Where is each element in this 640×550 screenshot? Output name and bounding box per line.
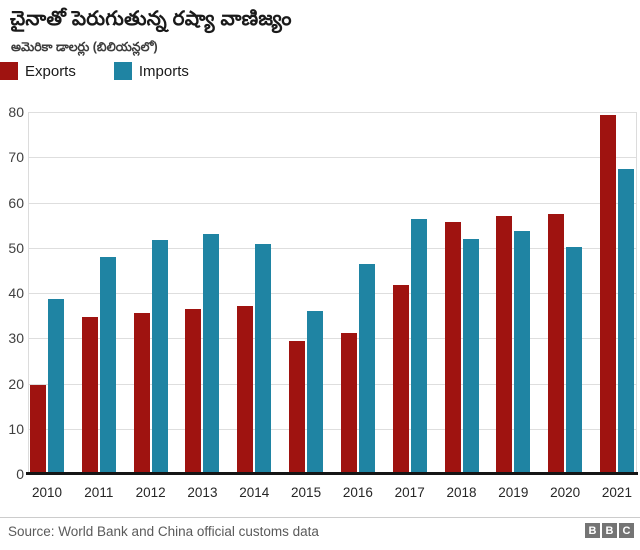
x-tick-label-2012: 2012 bbox=[135, 485, 166, 500]
bar-imports-2010 bbox=[48, 298, 64, 474]
bar-group-2017: 2017 bbox=[392, 219, 427, 500]
bar-exports-2011 bbox=[81, 317, 98, 474]
bbc-logo-letter: C bbox=[619, 523, 634, 538]
gridline-70 bbox=[29, 157, 636, 159]
legend-label-imports: Imports bbox=[138, 62, 189, 80]
bar-imports-2017 bbox=[410, 219, 427, 474]
gridline-50 bbox=[29, 247, 636, 249]
gridline-40 bbox=[29, 293, 636, 294]
bar-imports-2018 bbox=[462, 238, 479, 474]
bar-exports-2017 bbox=[392, 284, 409, 474]
bar-group-2013: 2013 bbox=[185, 234, 220, 500]
y-axis: 0 10 20 30 40 50 60 70 80 bbox=[0, 0, 24, 550]
gridline-10 bbox=[29, 428, 636, 430]
x-tick-label-2010: 2010 bbox=[31, 485, 63, 500]
bar-imports-2019 bbox=[514, 230, 531, 474]
x-axis-baseline bbox=[26, 472, 638, 475]
x-tick-label-2014: 2014 bbox=[239, 485, 270, 500]
bar-group-2011: 2011 bbox=[81, 257, 116, 500]
y-tick-label-30: 30 bbox=[8, 330, 24, 347]
y-tick-label-40: 40 bbox=[8, 285, 24, 301]
x-tick-label-2020: 2020 bbox=[550, 485, 581, 500]
bar-exports-2016 bbox=[340, 332, 357, 474]
legend-label-exports: Exports bbox=[25, 62, 76, 80]
bar-group-2012: 2012 bbox=[133, 240, 168, 500]
bar-imports-2021 bbox=[617, 168, 634, 474]
y-tick-label-0: 0 bbox=[16, 466, 24, 482]
x-tick-label-2013: 2013 bbox=[187, 485, 218, 500]
bar-exports-2019 bbox=[496, 216, 513, 474]
imports-swatch-icon bbox=[113, 62, 132, 80]
bar-imports-2020 bbox=[566, 246, 583, 474]
bar-exports-2018 bbox=[444, 221, 461, 474]
bar-group-2015: 2015 bbox=[289, 311, 324, 500]
legend-item-imports: Imports bbox=[113, 62, 189, 80]
bbc-logo-letter: B bbox=[602, 523, 617, 538]
chart-units-subtitle: అమెరికా డాలర్లు (బిలియన్లలో) bbox=[11, 40, 158, 54]
footer-divider bbox=[0, 517, 640, 518]
bar-groups: 2010 2011 2012 2013 2014 2015 2016 2017 2018 2019… bbox=[30, 112, 634, 500]
bar-imports-2014 bbox=[255, 244, 272, 474]
bar-exports-2010 bbox=[30, 384, 46, 474]
x-tick-label-2019: 2019 bbox=[498, 485, 529, 500]
bar-group-2018: 2018 bbox=[444, 221, 479, 500]
y-tick-label-60: 60 bbox=[8, 194, 24, 211]
bar-imports-2012 bbox=[151, 240, 168, 474]
gridline-80 bbox=[29, 112, 636, 113]
bar-imports-2011 bbox=[99, 257, 116, 474]
y-tick-label-80: 80 bbox=[8, 104, 24, 120]
x-tick-label-2021: 2021 bbox=[601, 485, 632, 500]
bar-group-2021: 2021 bbox=[599, 115, 634, 500]
gridline-20 bbox=[29, 383, 636, 385]
y-tick-label-50: 50 bbox=[8, 239, 24, 256]
bar-exports-2014 bbox=[237, 306, 254, 474]
bar-exports-2013 bbox=[185, 308, 202, 474]
gridline-60 bbox=[29, 202, 636, 204]
bbc-logo: B B C bbox=[585, 523, 634, 538]
source-text: Source: World Bank and China official cu… bbox=[8, 524, 319, 539]
legend: Exports Imports bbox=[0, 62, 189, 80]
x-tick-label-2016: 2016 bbox=[342, 485, 373, 500]
legend-item-exports: Exports bbox=[0, 62, 76, 80]
bar-group-2010: 2010 bbox=[30, 298, 64, 500]
x-tick-label-2017: 2017 bbox=[394, 485, 425, 500]
bar-imports-2013 bbox=[203, 234, 220, 474]
x-tick-label-2018: 2018 bbox=[446, 485, 477, 500]
x-tick-label-2011: 2011 bbox=[84, 485, 114, 500]
bar-group-2016: 2016 bbox=[340, 264, 375, 500]
bar-imports-2016 bbox=[358, 264, 375, 474]
y-tick-label-10: 10 bbox=[8, 420, 24, 437]
gridline-30 bbox=[29, 338, 636, 340]
bar-exports-2012 bbox=[133, 312, 150, 474]
exports-swatch-icon bbox=[0, 62, 18, 80]
bar-group-2014: 2014 bbox=[237, 244, 272, 500]
bar-exports-2015 bbox=[289, 341, 306, 474]
bar-group-2019: 2019 bbox=[496, 216, 531, 500]
bbc-logo-letter: B bbox=[585, 523, 600, 538]
bar-exports-2021 bbox=[599, 115, 616, 474]
plot-area: 2010 2011 2012 2013 2014 2015 2016 2017 2018 2019… bbox=[28, 112, 637, 500]
bar-group-2020: 2020 bbox=[548, 213, 583, 500]
page-title: చైనాతో పెరుగుతున్న రష్యా వాణిజ్యం bbox=[10, 8, 292, 30]
bar-exports-2020 bbox=[548, 213, 565, 474]
y-tick-label-70: 70 bbox=[8, 149, 24, 166]
bar-imports-2015 bbox=[307, 311, 324, 474]
x-tick-label-2015: 2015 bbox=[291, 485, 322, 500]
y-tick-label-20: 20 bbox=[8, 375, 24, 392]
